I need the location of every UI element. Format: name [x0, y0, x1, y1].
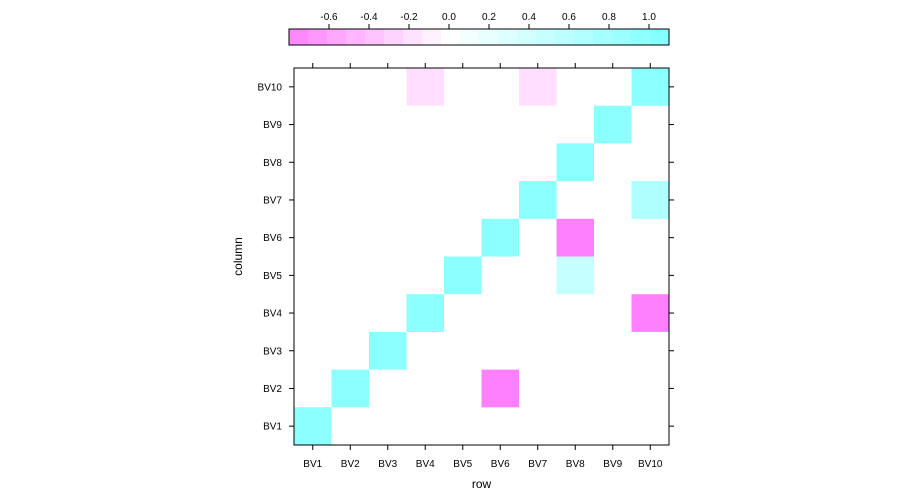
y-tick-label: BV3 [263, 346, 282, 357]
heatmap-cell [444, 256, 482, 295]
x-tick-label: BV8 [566, 459, 585, 470]
heatmap-cell [519, 181, 557, 219]
y-tick-label: BV5 [263, 271, 282, 282]
heatmap-cell [519, 68, 557, 106]
x-tick-label: BV2 [341, 459, 360, 470]
x-tick-label: BV10 [638, 459, 663, 470]
y-axis-title: column [231, 237, 245, 276]
heatmap-cell [594, 105, 632, 144]
x-tick-label: BV6 [491, 459, 510, 470]
heatmap-cell [369, 331, 407, 370]
colorkey-swatch [631, 29, 651, 45]
panel-border [293, 67, 670, 446]
heatmap-cell [556, 143, 594, 182]
colorkey-tick-label: -0.6 [320, 12, 338, 23]
colorkey-tick-label: 0.2 [482, 12, 496, 23]
y-tick-label: BV2 [263, 384, 282, 395]
y-tick-label: BV1 [263, 422, 282, 433]
colorkey: -0.6 -0.4 -0.2 0.0 0.2 0.4 0.6 0.8 1.0 [288, 12, 670, 46]
heatmap-cell [294, 407, 332, 445]
colorkey-swatch [422, 29, 442, 45]
colorkey-swatch [593, 29, 613, 45]
colorkey-swatch [327, 29, 347, 45]
heatmap-cell [406, 68, 444, 106]
colorkey-swatch [498, 29, 518, 45]
colorkey-tick-label: 0.6 [562, 12, 576, 23]
axes: BV1 BV2 BV3 BV4 BV5 BV6 BV7 BV8 BV9 BV10 BV1 BV2 BV3… [258, 63, 674, 470]
y-tick-label: BV9 [263, 120, 282, 131]
colorkey-swatch [460, 29, 480, 45]
heatmap-cell [406, 294, 444, 332]
colorkey-swatch [555, 29, 575, 45]
heatmap-cells [294, 68, 669, 445]
heatmap-cell [331, 369, 369, 408]
colorkey-tick-label: 0.8 [602, 12, 616, 23]
heatmap-cell [556, 256, 594, 295]
x-tick-label: BV5 [453, 459, 472, 470]
colorkey-swatch [574, 29, 594, 45]
y-tick-label: BV8 [263, 158, 282, 169]
colorkey-swatch [517, 29, 537, 45]
colorkey-swatch [346, 29, 366, 45]
colorkey-swatch [479, 29, 499, 45]
colorkey-swatch [308, 29, 328, 45]
x-tick-label: BV3 [378, 459, 397, 470]
colorkey-swatch [536, 29, 556, 45]
colorkey-tick-label: 0.0 [442, 12, 456, 23]
heatmap-cell [631, 294, 669, 332]
x-axis-title: row [472, 477, 492, 491]
x-tick-label: BV4 [416, 459, 435, 470]
colorkey-swatch [365, 29, 385, 45]
colorkey-swatch [384, 29, 404, 45]
heatmap-cell [556, 218, 594, 257]
y-tick-label: BV4 [263, 309, 282, 320]
x-tick-label: BV9 [603, 459, 622, 470]
y-tick-label: BV6 [263, 233, 282, 244]
colorkey-swatch [650, 29, 670, 45]
colorkey-tick-label: 1.0 [642, 12, 656, 23]
heatmap-cell [631, 68, 669, 106]
colorkey-tick-label: -0.4 [360, 12, 378, 23]
x-tick-label: BV1 [303, 459, 322, 470]
colorkey-tick-label: -0.2 [400, 12, 418, 23]
heatmap-cell [631, 181, 669, 219]
colorkey-tick-label: 0.4 [522, 12, 536, 23]
y-tick-label: BV10 [258, 82, 283, 93]
heatmap-cell [481, 218, 519, 257]
colorkey-border [288, 28, 670, 46]
x-tick-label: BV7 [528, 459, 547, 470]
colorkey-swatch [441, 29, 461, 45]
y-tick-label: BV7 [263, 195, 282, 206]
colorkey-swatch [612, 29, 632, 45]
colorkey-swatch [403, 29, 423, 45]
colorkey-swatch [289, 29, 309, 45]
heatmap-cell [481, 369, 519, 408]
